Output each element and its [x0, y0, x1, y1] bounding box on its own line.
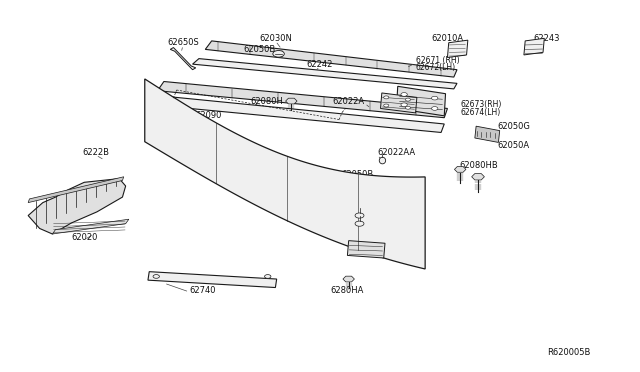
Circle shape — [264, 275, 271, 278]
Text: 62090: 62090 — [196, 111, 222, 121]
Text: 62022A: 62022A — [367, 213, 399, 222]
Ellipse shape — [380, 157, 386, 164]
Circle shape — [405, 106, 410, 109]
Text: 62050G: 62050G — [497, 122, 530, 131]
Text: 62242: 62242 — [307, 60, 333, 69]
Text: 62034(RH): 62034(RH) — [384, 244, 425, 253]
Circle shape — [431, 107, 438, 110]
Text: 62740: 62740 — [189, 286, 216, 295]
Polygon shape — [524, 38, 544, 55]
Circle shape — [153, 275, 159, 278]
Polygon shape — [52, 219, 129, 234]
Polygon shape — [205, 41, 457, 77]
Text: 62010A: 62010A — [431, 34, 463, 43]
Text: 62672(LH): 62672(LH) — [415, 63, 456, 72]
Text: 62080H: 62080H — [250, 97, 283, 106]
Text: 62050A: 62050A — [497, 141, 529, 150]
Polygon shape — [148, 272, 276, 288]
Text: 62022AA: 62022AA — [378, 148, 415, 157]
Text: 62035(LH): 62035(LH) — [384, 251, 424, 261]
Polygon shape — [381, 93, 417, 113]
Circle shape — [384, 104, 389, 107]
Circle shape — [405, 98, 410, 101]
Text: 62674(LH): 62674(LH) — [460, 108, 500, 117]
Polygon shape — [396, 86, 445, 116]
Text: 6280HA: 6280HA — [331, 286, 364, 295]
Polygon shape — [447, 40, 468, 58]
Text: 62673(RH): 62673(RH) — [460, 100, 502, 109]
Text: 62680B: 62680B — [367, 221, 399, 230]
Polygon shape — [151, 96, 444, 132]
Circle shape — [355, 221, 364, 226]
Text: 62030N: 62030N — [259, 34, 292, 43]
Text: 62650S: 62650S — [167, 38, 199, 46]
Text: 6222B: 6222B — [82, 148, 109, 157]
Circle shape — [355, 213, 364, 218]
Polygon shape — [28, 177, 124, 203]
Circle shape — [384, 96, 389, 99]
Circle shape — [401, 93, 407, 96]
Text: 62020: 62020 — [71, 233, 97, 242]
Polygon shape — [170, 48, 196, 70]
Circle shape — [273, 51, 284, 57]
Text: 62080HB: 62080HB — [459, 161, 498, 170]
Text: 62243: 62243 — [534, 34, 560, 43]
Polygon shape — [145, 79, 425, 269]
Polygon shape — [343, 276, 355, 282]
Polygon shape — [28, 179, 125, 234]
Polygon shape — [285, 98, 297, 104]
Circle shape — [431, 96, 438, 100]
Text: 62050B: 62050B — [341, 170, 373, 179]
Text: 62050B: 62050B — [243, 45, 275, 54]
Polygon shape — [157, 81, 447, 118]
Text: 62022A: 62022A — [333, 97, 365, 106]
Polygon shape — [454, 167, 466, 172]
Text: R620005B: R620005B — [547, 348, 590, 357]
Circle shape — [401, 103, 407, 107]
Polygon shape — [475, 126, 500, 142]
Polygon shape — [193, 59, 457, 89]
Polygon shape — [472, 174, 484, 180]
Polygon shape — [348, 241, 385, 258]
Text: 62671 (RH): 62671 (RH) — [415, 56, 460, 65]
